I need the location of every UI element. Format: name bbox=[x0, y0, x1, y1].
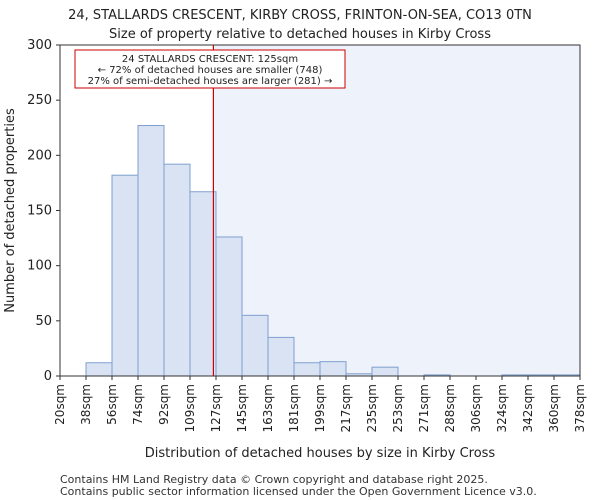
x-tick-label: 20sqm bbox=[53, 384, 67, 425]
bar-199sqm bbox=[319, 361, 347, 377]
annotation-line: 24 STALLARDS CRESCENT: 125sqm bbox=[122, 54, 298, 65]
x-tick-label: 163sqm bbox=[261, 384, 275, 432]
x-tick-label: 181sqm bbox=[287, 384, 301, 432]
x-tick-label: 92sqm bbox=[157, 384, 171, 425]
footer-line-2: Contains public sector information licen… bbox=[60, 485, 537, 498]
x-tick-label: 342sqm bbox=[521, 384, 535, 432]
y-tick-label: 300 bbox=[27, 38, 52, 53]
x-axis-label: Distribution of detached houses by size … bbox=[145, 446, 496, 461]
bar-127sqm bbox=[215, 236, 243, 377]
highlight-region bbox=[213, 45, 580, 376]
bar-92sqm bbox=[163, 163, 191, 377]
bar-181sqm bbox=[293, 362, 321, 377]
annotation-line: ← 72% of detached houses are smaller (74… bbox=[98, 65, 323, 76]
x-tick-label: 253sqm bbox=[391, 384, 405, 432]
annotation-box bbox=[74, 49, 346, 89]
y-axis-label: Number of detached properties bbox=[3, 108, 18, 313]
x-tick-label: 378sqm bbox=[573, 384, 587, 432]
x-tick-label: 288sqm bbox=[443, 384, 457, 432]
chart-subtitle: Size of property relative to detached ho… bbox=[109, 27, 491, 42]
x-tick-label: 38sqm bbox=[79, 384, 93, 425]
bar-109sqm bbox=[189, 191, 217, 377]
x-tick-label: 109sqm bbox=[183, 384, 197, 432]
x-tick-label: 360sqm bbox=[547, 384, 561, 432]
bar-74sqm bbox=[137, 125, 165, 377]
bar-163sqm bbox=[267, 336, 295, 377]
x-tick-label: 324sqm bbox=[495, 384, 509, 432]
x-tick-label: 306sqm bbox=[469, 384, 483, 432]
x-tick-label: 127sqm bbox=[209, 384, 223, 432]
chart-title: 24, STALLARDS CRESCENT, KIRBY CROSS, FRI… bbox=[68, 8, 532, 23]
x-tick-label: 74sqm bbox=[131, 384, 145, 425]
y-tick-label: 50 bbox=[35, 314, 52, 329]
x-tick-label: 217sqm bbox=[339, 384, 353, 432]
y-tick-label: 200 bbox=[27, 148, 52, 163]
footer-line-1: Contains HM Land Registry data © Crown c… bbox=[60, 473, 488, 486]
bar-145sqm bbox=[241, 314, 269, 377]
y-tick-label: 100 bbox=[27, 259, 52, 274]
y-tick-label: 0 bbox=[44, 369, 52, 384]
x-tick-label: 56sqm bbox=[105, 384, 119, 425]
x-tick-label: 145sqm bbox=[235, 384, 249, 432]
x-tick-label: 199sqm bbox=[313, 384, 327, 432]
y-tick-label: 250 bbox=[27, 93, 52, 108]
bar-56sqm bbox=[111, 174, 139, 377]
x-tick-label: 235sqm bbox=[365, 384, 379, 432]
y-tick-label: 150 bbox=[27, 204, 52, 219]
x-tick-label: 271sqm bbox=[417, 384, 431, 432]
bar-38sqm bbox=[85, 362, 113, 377]
annotation-line: 27% of semi-detached houses are larger (… bbox=[88, 76, 333, 87]
bar-235sqm bbox=[371, 366, 399, 377]
